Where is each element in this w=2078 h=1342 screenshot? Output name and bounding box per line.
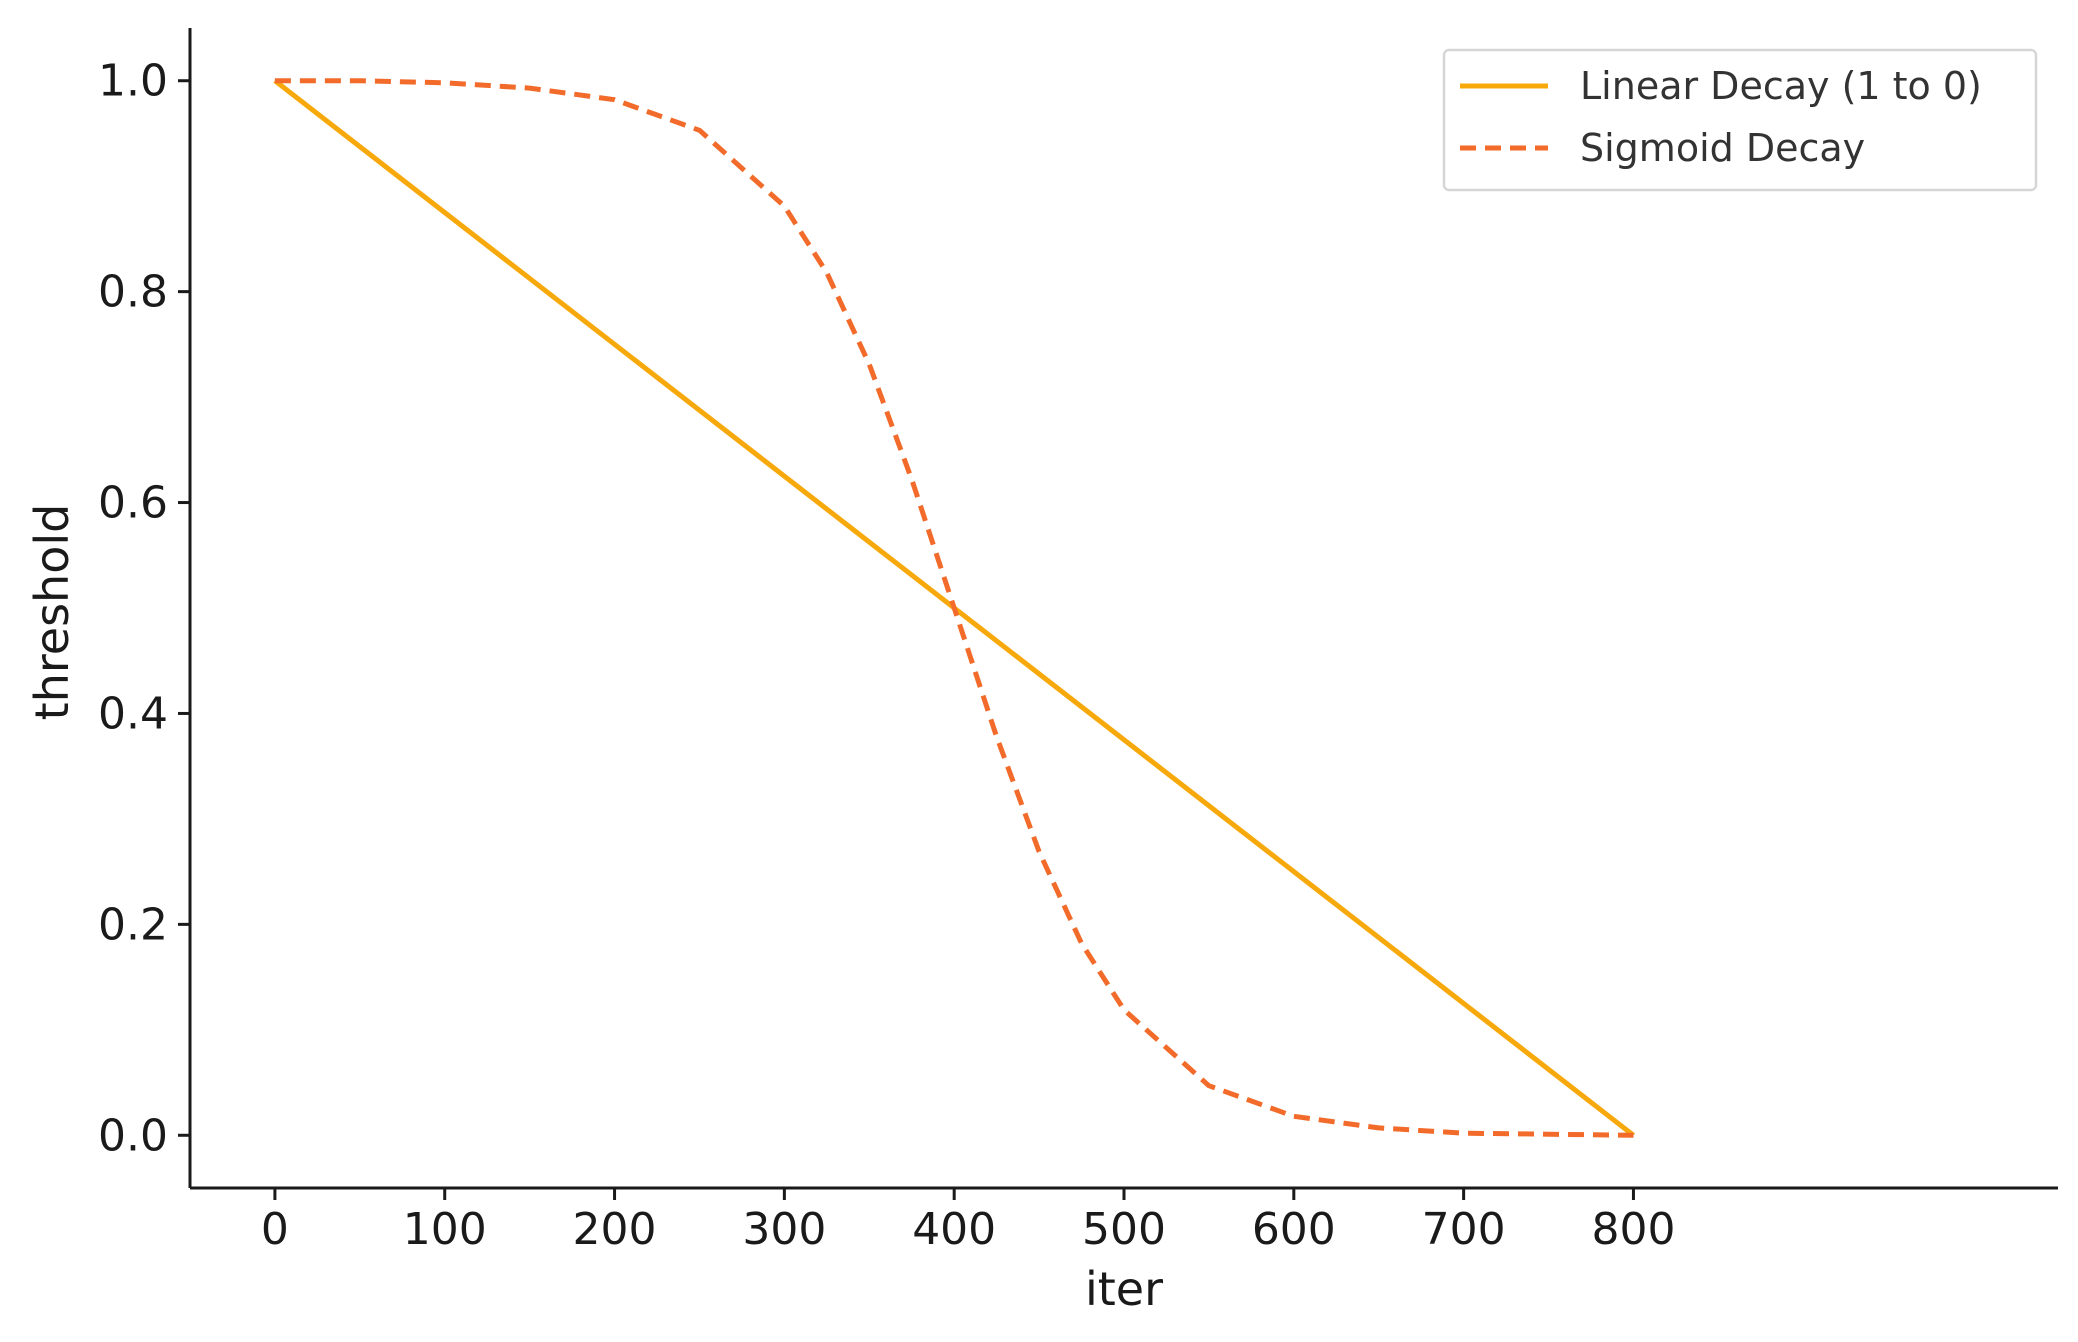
x-axis-label: iter xyxy=(1085,1262,1163,1316)
plot-area xyxy=(273,78,1636,1138)
y-axis-ticks: 0.0 0.2 0.4 0.6 0.8 1.0 xyxy=(98,56,190,1161)
y-tick-label: 0.0 xyxy=(98,1110,168,1161)
y-tick-label: 0.6 xyxy=(98,478,168,529)
legend-label-linear: Linear Decay (1 to 0) xyxy=(1580,64,1982,108)
x-tick-label: 800 xyxy=(1591,1204,1675,1255)
y-tick-label: 0.8 xyxy=(98,267,168,318)
y-tick-label: 0.2 xyxy=(98,899,168,950)
x-tick-label: 0 xyxy=(261,1204,289,1255)
x-tick-label: 700 xyxy=(1422,1204,1506,1255)
x-tick-label: 500 xyxy=(1082,1204,1166,1255)
y-tick-label: 0.4 xyxy=(98,688,168,739)
x-axis-ticks: 0 100 200 300 400 500 600 700 800 xyxy=(261,1188,1675,1255)
legend: Linear Decay (1 to 0) Sigmoid Decay xyxy=(1442,48,2038,192)
x-tick-label: 100 xyxy=(403,1204,487,1255)
x-tick-label: 300 xyxy=(742,1204,826,1255)
series-line-sigmoid-decay xyxy=(274,78,1634,1138)
y-axis-label: threshold xyxy=(25,504,79,721)
x-tick-label: 200 xyxy=(573,1204,657,1255)
x-tick-label: 600 xyxy=(1252,1204,1336,1255)
legend-frame xyxy=(1442,48,2038,192)
y-tick-label: 1.0 xyxy=(98,56,168,107)
x-tick-label: 400 xyxy=(912,1204,996,1255)
legend-label-sigmoid: Sigmoid Decay xyxy=(1580,126,1865,170)
